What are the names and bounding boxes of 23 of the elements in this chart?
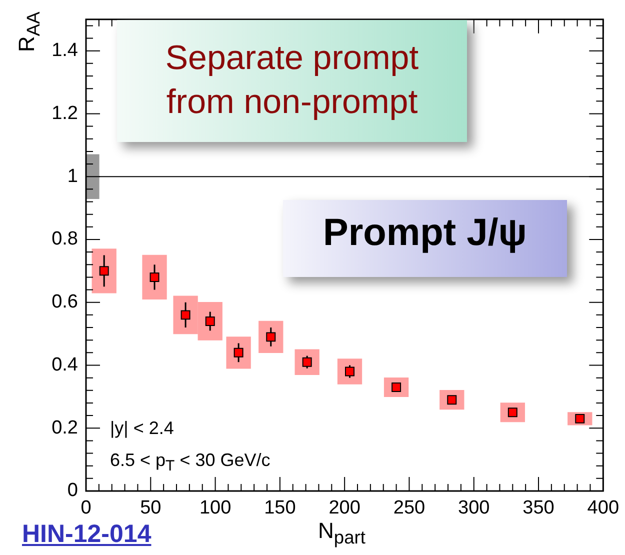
x-tick-label: 400 <box>587 498 619 519</box>
text: HIN-12-014 <box>22 520 152 549</box>
y-tick-label: 1.4 <box>52 40 78 62</box>
x-tick-label: 150 <box>264 498 296 519</box>
y-tick-label: 0.6 <box>52 292 78 313</box>
x-tick-label: 100 <box>199 498 232 519</box>
annotation: Prompt J/ψ <box>283 200 567 277</box>
x-tick-label: 200 <box>328 498 360 519</box>
x-tick-label: 350 <box>522 498 554 519</box>
y-tick-label: 0.2 <box>52 417 78 438</box>
x-axis-title: N$_{part}$ <box>318 518 366 548</box>
y-tick-label: 0.4 <box>52 354 78 376</box>
x-tick-label: 300 <box>458 498 490 519</box>
y-tick-label: 1 <box>67 166 78 187</box>
y-tick-label: 0 <box>67 480 78 502</box>
x-tick-label: 0 <box>80 498 92 519</box>
y-tick-label: 1.2 <box>52 102 78 124</box>
x-tick-label: 50 <box>140 498 162 519</box>
annotation: Separate prompt from non-prompt <box>117 20 467 142</box>
annotation: 6.5 < p$_{T}$ < 30 GeV/c <box>110 450 270 475</box>
annotation: |y| < 2.4 <box>110 418 174 439</box>
x-tick-label: 250 <box>393 498 426 519</box>
y-tick-label: 0.8 <box>52 228 78 250</box>
